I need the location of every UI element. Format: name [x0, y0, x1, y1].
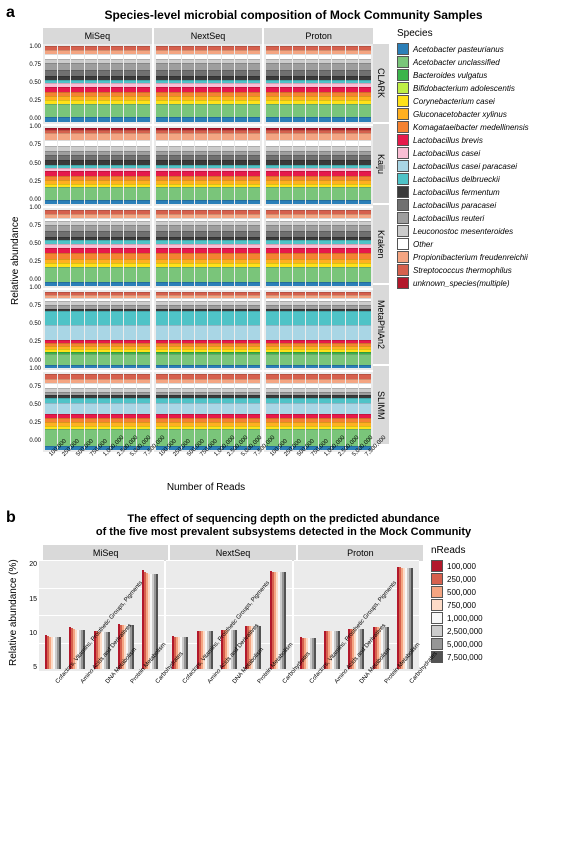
legend-item: Corynebacterium casei	[397, 95, 529, 107]
legend-item: 5,000,000	[431, 638, 483, 650]
legend-item: 2,500,000	[431, 625, 483, 637]
row-strip: MetaPhlAn2	[373, 285, 389, 363]
legend-item: Other	[397, 238, 529, 250]
facet	[43, 208, 152, 288]
legend-item: Bifidobacterium adolescentis	[397, 82, 529, 94]
col-strip: Proton	[264, 28, 373, 44]
panel-b-label: b	[6, 509, 16, 527]
legend-item: unknown_species(multiple)	[397, 277, 529, 289]
facet	[264, 44, 373, 124]
panel-a-facets	[43, 44, 373, 444]
legend-item: 7,500,000	[431, 651, 483, 663]
col-strip: NextSeq	[170, 545, 295, 561]
row-strip: Kaiju	[373, 124, 389, 202]
legend-item: Leuconostoc mesenteroides	[397, 225, 529, 237]
panel-a-yticks: 1.000.750.500.250.001.000.750.500.250.00…	[23, 44, 43, 444]
panel-a-label: a	[6, 4, 15, 22]
col-strip: MiSeq	[43, 28, 152, 44]
legend-item: 500,000	[431, 586, 483, 598]
panel-a-col-strips: MiSeqNextSeqProton	[43, 28, 373, 44]
legend-item: Lactobacillus paracasei	[397, 199, 529, 211]
col-strip: Proton	[298, 545, 423, 561]
legend-item: Gluconacetobacter xylinus	[397, 108, 529, 120]
legend-item: Propionibacterium freudenreichii	[397, 251, 529, 263]
facet	[43, 44, 152, 124]
legend-item: 750,000	[431, 599, 483, 611]
facet	[264, 126, 373, 206]
panel-a-ylabel: Relative abundance	[8, 28, 23, 493]
legend-b-title: nReads	[431, 545, 483, 556]
facet	[154, 126, 263, 206]
legend-item: Acetobacter pasteurianus	[397, 43, 529, 55]
col-strip: MiSeq	[43, 545, 168, 561]
legend-item: Lactobacillus fermentum	[397, 186, 529, 198]
panel-b-col-strips: MiSeqNextSeqProton	[43, 545, 423, 561]
facet	[43, 126, 152, 206]
panel-b: b The effect of sequencing depth on the …	[8, 513, 559, 681]
facet	[264, 290, 373, 370]
panel-a-title: Species-level microbial composition of M…	[28, 8, 559, 22]
legend-item: Lactobacillus delbrueckii	[397, 173, 529, 185]
col-strip: NextSeq	[154, 28, 263, 44]
facet	[154, 208, 263, 288]
legend-item: Komagataeibacter medellinensis	[397, 121, 529, 133]
panel-a: a Species-level microbial composition of…	[8, 8, 559, 493]
legend-item: Lactobacillus reuteri	[397, 212, 529, 224]
panel-b-xticks: Cofactors, Vitamins, Prosthetic Groups, …	[43, 671, 423, 681]
legend-item: Lactobacillus brevis	[397, 134, 529, 146]
legend-item: 250,000	[431, 573, 483, 585]
legend-a-title: Species	[397, 28, 529, 39]
row-strip: Kraken	[373, 205, 389, 283]
legend-item: Bacteroides vulgatus	[397, 69, 529, 81]
panel-b-ylabel: Relative abundance (%)	[8, 545, 19, 681]
legend-item: Lactobacillus casei	[397, 147, 529, 159]
panel-b-yticks: 2015105	[19, 561, 39, 671]
panel-a-xlabel: Number of Reads	[23, 482, 389, 493]
facet	[43, 290, 152, 370]
facet	[154, 44, 263, 124]
legend-item: Acetobacter unclassified	[397, 56, 529, 68]
panel-a-legend: Species Acetobacter pasteurianusAcetobac…	[397, 28, 529, 493]
row-strip: CLARK	[373, 44, 389, 122]
legend-item: Lactobacillus casei paracasei	[397, 160, 529, 172]
legend-item: 100,000	[431, 560, 483, 572]
panel-b-legend: nReads 100,000250,000500,000750,0001,000…	[431, 545, 483, 681]
legend-item: Streptococcus thermophilus	[397, 264, 529, 276]
panel-b-title: The effect of sequencing depth on the pr…	[8, 513, 559, 539]
row-strip: SLIMM	[373, 366, 389, 444]
panel-a-row-strips: CLARK Kaiju Kraken MetaPhlAn2 SLIMM	[373, 44, 389, 444]
legend-item: 1,000,000	[431, 612, 483, 624]
facet	[264, 208, 373, 288]
facet	[154, 290, 263, 370]
